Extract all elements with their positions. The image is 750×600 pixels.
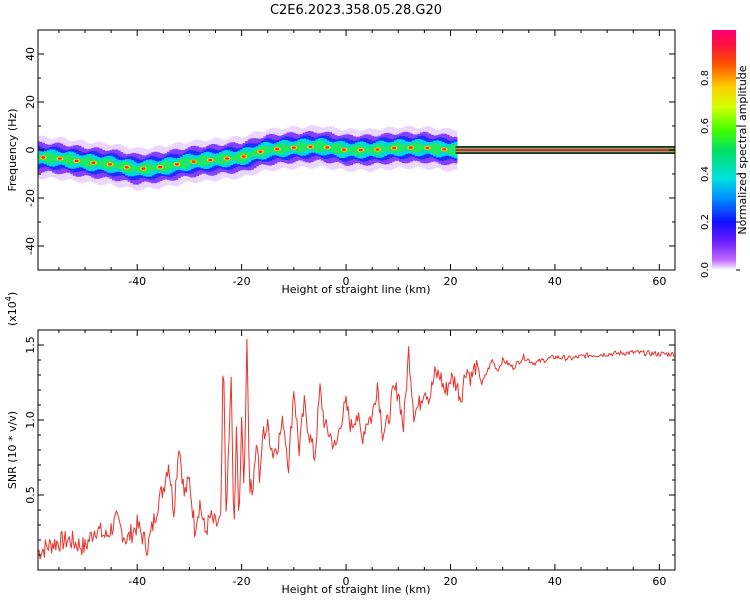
spectrogram-peak: [124, 166, 129, 169]
spectrogram-x-ticks: -40 -20 0 20 40 60: [58, 30, 666, 288]
spectrogram-y-ticks: -40 -20 0 20 40: [24, 29, 675, 271]
x-tick-label: 0: [343, 275, 350, 288]
spectrogram-peak: [191, 160, 196, 163]
spectrogram-peak: [442, 148, 447, 151]
spectrogram-x-label: Height of straight line (km): [281, 283, 430, 296]
x-tick-label: 60: [652, 275, 666, 288]
colorbar-gradient: [712, 30, 736, 270]
spectrogram-peak: [241, 155, 246, 158]
snr-y-label: SNR (10 * v/v): [6, 411, 19, 489]
spectrogram-peak: [208, 158, 213, 162]
snr-y-ticks: 0.5 1.0 1.5: [24, 336, 675, 556]
colorbar-tick-label: 0.6: [700, 118, 711, 134]
spectrogram-peak: [325, 146, 330, 149]
spectrogram-panel: -40 -20 0 20 40 60 -40 -20 0 20 40 Height of stra…: [6, 29, 676, 296]
y-tick-label: 1.5: [24, 336, 37, 354]
spectrogram-peak: [425, 146, 430, 150]
spectrogram-peak: [91, 161, 96, 164]
x-tick-label: -40: [128, 275, 146, 288]
colorbar: 0.0 0.2 0.4 0.6 0.8 Normalized spectral ampl…: [700, 30, 749, 278]
spectrogram-peak: [41, 156, 46, 159]
x-tick-label: 20: [443, 575, 457, 588]
colorbar-label: Normalized spectral amplitude: [736, 65, 749, 234]
x-tick-label: -20: [233, 275, 251, 288]
spectrogram-peak: [258, 150, 263, 153]
spectrogram-peak: [291, 146, 296, 149]
x-tick-label: 40: [548, 275, 562, 288]
snr-panel: -40 -20 0 20 40 60 0.5 1.0 1.5 Height of straig…: [4, 292, 676, 596]
spectrogram-peak: [308, 145, 313, 149]
spectrogram-y-label: Frequency (Hz): [6, 109, 19, 192]
figure-title: C2E6.2023.358.05.28.G20: [270, 3, 442, 18]
spectrogram-peak: [408, 146, 413, 149]
colorbar-tick-label: 0.4: [700, 166, 711, 182]
y-tick-label: 20: [24, 95, 37, 109]
spectrogram-peak: [275, 147, 280, 151]
snr-scale-label: (x104): [4, 292, 19, 326]
colorbar-ticks: 0.0 0.2 0.4 0.6 0.8: [700, 70, 740, 278]
y-tick-label: -40: [24, 237, 37, 255]
spectrogram-peak: [341, 148, 346, 151]
colorbar-tick-label: 0.8: [700, 70, 711, 86]
x-tick-label: 40: [548, 575, 562, 588]
snr-series-line: [38, 338, 675, 560]
spectrogram-peak: [74, 159, 79, 163]
constant-band-core: [455, 148, 675, 152]
spectrogram-ridge: [38, 124, 675, 191]
x-tick-label: -20: [233, 575, 251, 588]
spectrogram-peak: [392, 146, 397, 150]
snr-frame: [37, 329, 676, 571]
spectrogram-peak: [174, 163, 179, 166]
colorbar-tick-label: 0.0: [700, 262, 711, 278]
spectrogram-peak: [225, 157, 230, 160]
x-tick-label: 20: [443, 275, 457, 288]
colorbar-tick-label: 0.2: [700, 214, 711, 230]
x-tick-label: -40: [128, 575, 146, 588]
x-tick-label: 60: [652, 575, 666, 588]
spectrogram-peak: [57, 157, 62, 160]
y-tick-label: 0.5: [24, 486, 37, 504]
y-tick-label: 1.0: [24, 411, 37, 429]
y-tick-label: 0: [24, 147, 37, 154]
spectrogram-peak: [141, 167, 146, 170]
y-tick-label: -20: [24, 189, 37, 207]
snr-x-label: Height of straight line (km): [281, 583, 430, 596]
x-tick-label: 0: [343, 575, 350, 588]
spectrogram-peak: [358, 148, 363, 152]
snr-x-ticks: -40 -20 0 20 40 60: [58, 330, 666, 588]
spectrogram-peak: [158, 165, 163, 169]
spectrogram-peak: [108, 163, 113, 166]
spectrogram-peak: [375, 148, 380, 151]
y-tick-label: 40: [24, 47, 37, 61]
